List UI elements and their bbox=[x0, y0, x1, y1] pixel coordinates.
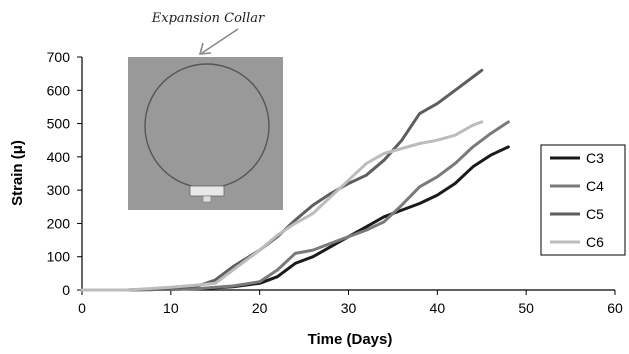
series-lines bbox=[80, 68, 510, 292]
legend-label-c6: C6 bbox=[586, 234, 604, 250]
series-line-c6 bbox=[80, 120, 484, 292]
x-tick-label: 50 bbox=[518, 300, 534, 316]
x-ticks: 0 10 20 30 40 50 60 bbox=[78, 290, 623, 316]
annotation-label: Expansion Collar bbox=[151, 11, 265, 26]
y-tick-label: 100 bbox=[47, 249, 71, 265]
collar-clip bbox=[189, 185, 225, 197]
legend-label-c4: C4 bbox=[586, 178, 604, 194]
inset-photo bbox=[128, 57, 283, 210]
y-tick-label: 500 bbox=[47, 116, 71, 132]
x-tick-label: 0 bbox=[78, 300, 86, 316]
legend-label-c5: C5 bbox=[586, 206, 604, 222]
y-tick-label: 200 bbox=[47, 215, 71, 231]
x-tick-label: 10 bbox=[163, 300, 179, 316]
x-axis-title: Time (Days) bbox=[308, 331, 393, 348]
series-line-c4 bbox=[80, 120, 510, 292]
y-ticks: 0 100 200 300 400 500 600 700 bbox=[47, 49, 82, 298]
annotation-arrow bbox=[198, 28, 239, 55]
x-tick-label: 60 bbox=[607, 300, 623, 316]
y-tick-label: 300 bbox=[47, 182, 71, 198]
y-tick-label: 700 bbox=[47, 49, 71, 65]
x-tick-label: 30 bbox=[341, 300, 357, 316]
legend: C3 C4 C5 C6 bbox=[540, 144, 626, 256]
y-tick-label: 0 bbox=[62, 282, 70, 298]
x-tick-label: 20 bbox=[252, 300, 268, 316]
y-axis-title: Strain (μ) bbox=[9, 140, 26, 206]
y-tick-label: 600 bbox=[47, 82, 71, 98]
y-tick-label: 400 bbox=[47, 149, 71, 165]
x-tick-label: 40 bbox=[430, 300, 446, 316]
legend-label-c3: C3 bbox=[586, 150, 604, 166]
